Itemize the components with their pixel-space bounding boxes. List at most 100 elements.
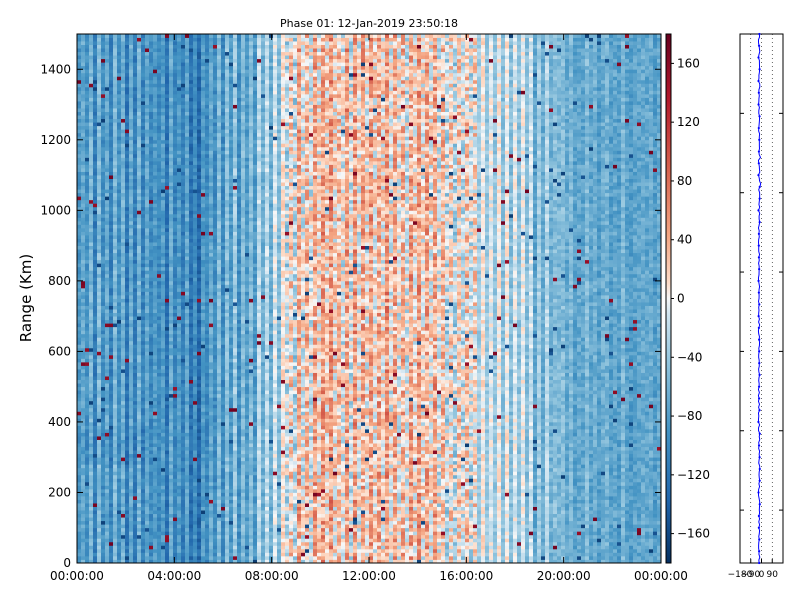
heatmap-cell <box>193 139 198 144</box>
heatmap-cell <box>173 72 178 77</box>
heatmap-cell <box>93 136 98 141</box>
heatmap-cell <box>201 347 206 352</box>
heatmap-cell <box>141 294 146 299</box>
heatmap-cell <box>121 160 126 165</box>
heatmap-cell <box>157 196 162 201</box>
heatmap-cell <box>109 457 114 462</box>
heatmap-cell <box>149 69 154 74</box>
heatmap-cell <box>161 235 166 239</box>
heatmap-cell <box>145 284 150 289</box>
heatmap-cell <box>161 72 166 77</box>
heatmap-cell <box>153 464 158 469</box>
heatmap-cell <box>201 227 206 232</box>
heatmap-cell <box>105 101 110 105</box>
heatmap-cell <box>85 270 90 275</box>
heatmap-cell <box>137 58 142 63</box>
heatmap-cell <box>157 217 162 222</box>
heatmap-cell <box>133 189 138 194</box>
heatmap-cell <box>157 326 162 331</box>
heatmap-cell <box>133 256 138 261</box>
heatmap-cell <box>113 291 118 296</box>
heatmap-cell <box>165 280 170 285</box>
heatmap-cell <box>97 344 102 349</box>
heatmap-cell <box>149 79 154 84</box>
heatmap-cell <box>145 333 150 338</box>
heatmap-cell <box>85 506 90 511</box>
heatmap-cell <box>165 312 170 317</box>
heatmap-cell <box>117 506 122 511</box>
heatmap-cell <box>109 298 114 303</box>
heatmap-cell <box>145 365 150 370</box>
heatmap-cell <box>85 559 90 563</box>
heatmap-cell <box>93 118 98 123</box>
heatmap-cell <box>153 506 158 511</box>
heatmap-cell <box>89 287 94 292</box>
heatmap-cell <box>145 76 150 81</box>
heatmap-cell <box>89 421 94 426</box>
heatmap-cell <box>197 485 202 490</box>
heatmap-cell <box>121 425 126 430</box>
heatmap-cell <box>201 520 206 525</box>
heatmap-cell <box>189 206 194 211</box>
heatmap-cell <box>165 397 170 402</box>
heatmap-cell <box>121 291 126 296</box>
heatmap-cell <box>149 157 154 162</box>
heatmap-cell <box>173 111 178 116</box>
heatmap-cell <box>173 333 178 338</box>
heatmap-cell <box>129 136 134 141</box>
heatmap-cell <box>81 231 86 236</box>
heatmap-cell <box>193 351 198 356</box>
heatmap-cell <box>125 79 130 84</box>
heatmap-cell <box>125 90 130 95</box>
heatmap-cell <box>77 83 82 88</box>
heatmap-cell <box>85 548 90 553</box>
heatmap-cell <box>121 168 126 172</box>
heatmap-cell <box>81 305 86 310</box>
heatmap-cell <box>201 41 206 45</box>
heatmap-cell <box>133 58 138 63</box>
heatmap-cell <box>173 171 178 176</box>
heatmap-cell <box>81 488 86 493</box>
heatmap-cell <box>197 376 202 381</box>
heatmap-cell <box>101 65 106 70</box>
heatmap-cell <box>177 277 182 282</box>
heatmap-cell <box>189 203 194 208</box>
heatmap-cell <box>113 485 118 490</box>
heatmap-cell <box>137 552 142 557</box>
heatmap-cell <box>197 298 202 303</box>
heatmap-cell <box>141 365 146 370</box>
heatmap-cell <box>205 164 210 169</box>
heatmap-cell <box>77 552 82 557</box>
heatmap-cell <box>185 157 190 162</box>
heatmap-cell <box>97 340 102 345</box>
heatmap-cell <box>77 55 82 60</box>
heatmap-cell <box>93 510 98 515</box>
heatmap-cell <box>93 559 98 563</box>
heatmap-cell <box>177 400 182 405</box>
heatmap-cell <box>81 291 86 296</box>
heatmap-cell <box>121 453 126 458</box>
heatmap-cell <box>89 185 94 190</box>
heatmap-cell <box>81 136 86 141</box>
heatmap-cell <box>97 76 102 81</box>
heatmap-cell <box>133 474 138 479</box>
heatmap-cell <box>165 548 170 553</box>
heatmap-cell <box>81 379 86 384</box>
heatmap-cell <box>121 531 126 536</box>
heatmap-cell <box>201 185 206 190</box>
heatmap-cell <box>201 340 206 345</box>
heatmap-cell <box>129 559 134 563</box>
heatmap-cell <box>97 143 102 148</box>
heatmap-cell <box>173 393 178 398</box>
heatmap-cell <box>129 446 134 451</box>
heatmap-cell <box>117 333 122 338</box>
heatmap-cell <box>121 185 126 190</box>
heatmap-cell <box>101 189 106 194</box>
heatmap-cell <box>125 185 130 190</box>
heatmap-cell <box>177 383 182 388</box>
heatmap-cell <box>141 559 146 563</box>
heatmap-cell <box>121 443 126 448</box>
heatmap-cell <box>149 534 154 539</box>
heatmap-cell <box>121 471 126 476</box>
heatmap-cell <box>189 428 194 433</box>
